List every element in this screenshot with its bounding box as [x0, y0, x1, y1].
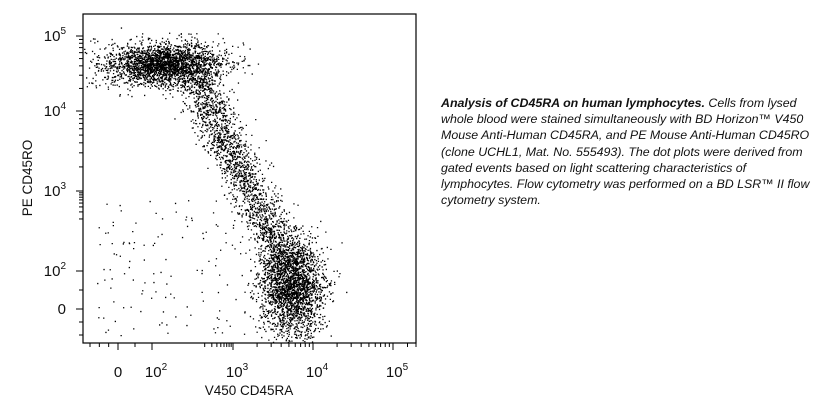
- event-dot-cloud: [84, 27, 348, 344]
- y-tick-label: 0: [58, 301, 66, 318]
- x-tick-label: 105: [386, 362, 409, 381]
- x-tick-label: 104: [306, 362, 329, 381]
- x-tick-label: 102: [145, 362, 168, 381]
- x-axis-ticks: [89, 343, 417, 350]
- y-axis-tick-labels: 0 102 103 104 105: [44, 26, 67, 318]
- y-axis-title: PE CD45RO: [20, 140, 35, 217]
- x-axis-tick-labels: 0 102 103 104 105: [114, 362, 409, 381]
- caption-body: Cells from lysed whole blood were staine…: [441, 96, 810, 208]
- x-tick-label: 0: [114, 364, 122, 381]
- event-dots: [84, 27, 348, 344]
- x-tick-label: 103: [226, 362, 249, 381]
- figure-caption: Analysis of CD45RA on human lymphocytes.…: [441, 95, 811, 208]
- y-tick-label: 102: [44, 261, 67, 280]
- plot-frame: [82, 13, 417, 344]
- y-tick-label: 105: [44, 26, 67, 45]
- caption-title: Analysis of CD45RA on human lymphocytes.: [441, 96, 705, 110]
- y-tick-label: 103: [44, 181, 67, 200]
- x-axis-title: V450 CD45RA: [205, 383, 294, 398]
- y-axis-ticks: [76, 35, 83, 336]
- y-tick-label: 104: [44, 101, 67, 120]
